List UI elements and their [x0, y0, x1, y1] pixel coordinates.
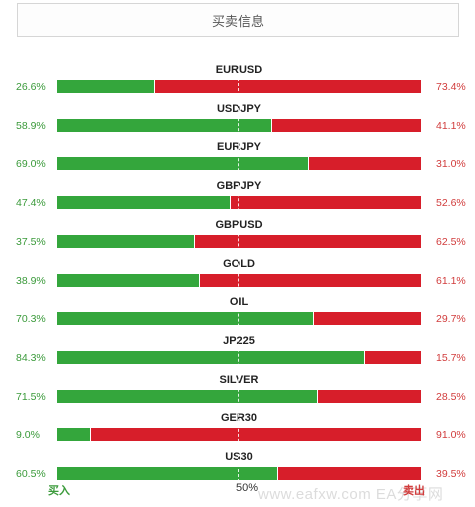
buy-percent: 60.5% [16, 468, 46, 480]
sell-percent: 15.7% [436, 352, 466, 364]
buy-percent: 47.4% [16, 197, 46, 209]
sentiment-bar [57, 390, 421, 403]
buy-fill [57, 235, 195, 248]
sell-percent: 52.6% [436, 197, 466, 209]
watermark: www.eafxw.com EA分享网 [258, 486, 444, 503]
symbol-label: EURUSD [215, 64, 263, 76]
buy-fill [57, 119, 273, 132]
sentiment-bar [57, 119, 421, 132]
header-title: 买卖信息 [211, 14, 264, 30]
buy-percent: 70.3% [16, 313, 46, 325]
mid-axis-label: 50% [236, 482, 259, 494]
symbol-label: GBPUSD [215, 219, 263, 231]
symbol-label: SILVER [219, 374, 259, 386]
sentiment-bar [57, 235, 421, 248]
buy-fill [57, 428, 91, 441]
symbol-label: EURJPY [216, 141, 262, 153]
sell-percent: 39.5% [436, 468, 466, 480]
buy-fill [57, 196, 231, 209]
sell-percent: 29.7% [436, 313, 466, 325]
sell-percent: 61.1% [436, 275, 466, 287]
sentiment-bar [57, 467, 421, 480]
symbol-label: GOLD [223, 258, 255, 270]
symbol-label: US30 [225, 451, 253, 463]
sentiment-bar [57, 274, 421, 287]
symbol-label: USDJPY [216, 103, 262, 115]
buy-fill [57, 80, 155, 93]
sell-percent: 41.1% [436, 120, 466, 132]
sentiment-bar [57, 312, 421, 325]
buy-percent: 58.9% [16, 120, 46, 132]
buy-percent: 84.3% [16, 352, 46, 364]
buy-fill [57, 467, 279, 480]
sell-percent: 73.4% [436, 81, 466, 93]
sell-axis-label: 卖出 [403, 484, 425, 497]
sentiment-bar [57, 351, 421, 364]
sentiment-bar [57, 428, 421, 441]
sentiment-bar [57, 80, 421, 93]
buy-fill [57, 274, 200, 287]
buy-fill [57, 157, 310, 170]
sell-percent: 91.0% [436, 429, 466, 441]
symbol-label: OIL [229, 296, 249, 308]
symbol-label: GER30 [220, 412, 258, 424]
symbol-label: GBPJPY [216, 180, 262, 192]
symbol-label: JP225 [223, 335, 255, 347]
buy-fill [57, 351, 365, 364]
buy-axis-label: 买入 [48, 484, 70, 497]
sentiment-bar [57, 196, 421, 209]
sentiment-bar [57, 157, 421, 170]
trade-info-header: 买卖信息 [17, 3, 459, 37]
buy-fill [57, 390, 319, 403]
buy-percent: 71.5% [16, 391, 46, 403]
buy-percent: 37.5% [16, 236, 46, 248]
sell-percent: 28.5% [436, 391, 466, 403]
buy-fill [57, 312, 314, 325]
buy-percent: 38.9% [16, 275, 46, 287]
sell-percent: 62.5% [436, 236, 466, 248]
buy-percent: 26.6% [16, 81, 46, 93]
buy-percent: 69.0% [16, 158, 46, 170]
sell-percent: 31.0% [436, 158, 466, 170]
buy-percent: 9.0% [16, 429, 40, 441]
